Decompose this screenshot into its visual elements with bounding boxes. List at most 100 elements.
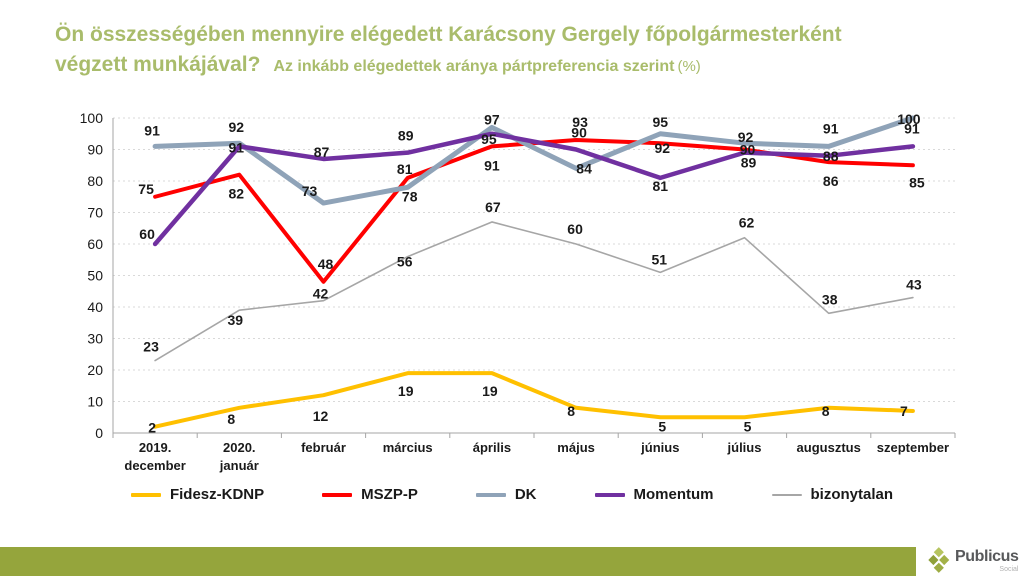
data-label-DK: 73 [302, 183, 318, 199]
legend-dash-icon [475, 492, 506, 497]
data-label-DK: 84 [576, 160, 592, 176]
legend-item-Momentum: Momentum [594, 486, 714, 503]
title-line2: végzett munkájával? [55, 52, 261, 76]
y-axis-tick-label: 20 [87, 362, 103, 378]
data-label-MSZP-P: 91 [484, 157, 500, 173]
data-label-bizonytalan: 42 [313, 286, 329, 302]
data-label-Momentum: 90 [571, 125, 587, 141]
x-axis-category-label: április [473, 440, 511, 455]
y-axis-tick-label: 100 [80, 110, 104, 126]
data-label-DK: 78 [402, 188, 418, 204]
chart-question-title: Ön összességében mennyire elégedett Kará… [55, 20, 985, 80]
data-label-DK: 92 [229, 119, 245, 135]
x-axis-category-label: július [727, 440, 762, 455]
brand-text: Publicus Social [955, 548, 1019, 573]
series-line-Fidesz-KDNP [153, 371, 915, 429]
footer-bar [0, 547, 916, 576]
legend-dash-icon [771, 493, 802, 496]
data-label-DK: 95 [653, 114, 669, 130]
x-axis-category-label: 2020. [223, 440, 256, 455]
legend-label: MSZP-P [361, 486, 418, 503]
data-label-Fidesz-KDNP: 2 [148, 420, 156, 436]
data-label-DK: 97 [484, 111, 500, 127]
data-label-bizonytalan: 43 [906, 277, 922, 293]
data-label-Momentum: 89 [398, 128, 414, 144]
data-label-MSZP-P: 82 [229, 186, 245, 202]
legend-dash-icon [130, 492, 161, 497]
y-axis-tick-label: 90 [87, 142, 103, 158]
data-label-Fidesz-KDNP: 8 [822, 403, 830, 419]
y-axis-tick-label: 60 [87, 236, 103, 252]
data-label-bizonytalan: 67 [485, 199, 501, 215]
chart-subtitle: Az inkább elégedettek aránya pártprefere… [273, 57, 675, 75]
y-axis-tick-label: 70 [87, 205, 103, 221]
data-label-Fidesz-KDNP: 5 [658, 418, 666, 434]
brand-subname: Social [999, 565, 1019, 573]
title-line1: Ön összességében mennyire elégedett Kará… [55, 23, 842, 46]
data-label-bizonytalan: 51 [652, 251, 668, 267]
legend-item-MSZP-P: MSZP-P [322, 486, 418, 503]
y-axis-tick-label: 10 [87, 394, 103, 410]
y-axis-tick-label: 0 [95, 425, 103, 441]
y-axis-tick-label: 80 [87, 173, 103, 189]
series-line-DK [152, 115, 916, 206]
x-axis-category-label: szeptember [877, 440, 949, 455]
x-axis-category-label: március [383, 440, 433, 455]
data-label-MSZP-P: 90 [740, 142, 756, 158]
data-label-bizonytalan: 38 [822, 291, 838, 307]
legend-dash-icon [594, 492, 625, 497]
data-label-MSZP-P: 85 [909, 174, 925, 190]
data-label-DK: 100 [897, 111, 921, 127]
data-label-MSZP-P: 81 [397, 161, 413, 177]
x-axis-category-label: augusztus [797, 440, 861, 455]
data-label-bizonytalan: 62 [739, 215, 755, 231]
series-line-Momentum [152, 131, 916, 247]
data-label-Fidesz-KDNP: 19 [398, 383, 414, 399]
data-label-bizonytalan: 39 [228, 312, 244, 328]
data-label-Momentum: 81 [653, 178, 669, 194]
data-label-Momentum: 87 [314, 144, 330, 160]
publicus-diamond-icon [928, 547, 950, 573]
y-axis-tick-label: 30 [87, 331, 103, 347]
x-axis-category-label: május [557, 440, 595, 455]
legend-label: Momentum [633, 486, 714, 503]
legend-label: DK [514, 486, 537, 503]
data-label-MSZP-P: 75 [138, 181, 154, 197]
data-label-Momentum: 60 [139, 226, 155, 242]
y-axis-tick-label: 50 [87, 268, 103, 284]
legend-item-Fidesz-KDNP: Fidesz-KDNP [130, 486, 265, 503]
chart-legend: Fidesz-KDNP MSZP-P DK Momentum bizonytalan [0, 486, 1024, 503]
x-axis-category-label: január [219, 458, 259, 473]
data-label-DK: 91 [823, 120, 839, 136]
data-label-Fidesz-KDNP: 8 [567, 403, 575, 419]
data-label-MSZP-P: 92 [655, 140, 671, 156]
series-line-bizonytalan [154, 221, 914, 362]
legend-label: Fidesz-KDNP [169, 486, 265, 503]
x-axis-category-label: 2019. [139, 440, 172, 455]
legend-item-bizonytalan: bizonytalan [771, 486, 894, 503]
data-label-Momentum: 91 [904, 120, 920, 136]
data-label-Momentum: 89 [741, 155, 757, 171]
data-label-Fidesz-KDNP: 5 [744, 418, 752, 434]
data-label-Fidesz-KDNP: 8 [227, 411, 235, 427]
y-axis-tick-label: 40 [87, 299, 103, 315]
data-label-MSZP-P: 86 [823, 173, 839, 189]
publicus-logo: Publicus Social [928, 545, 1024, 576]
data-label-Momentum: 91 [229, 139, 245, 155]
data-label-bizonytalan: 23 [143, 339, 159, 355]
data-label-MSZP-P: 48 [318, 256, 334, 272]
x-axis-category-label: december [124, 458, 185, 473]
data-label-Fidesz-KDNP: 12 [313, 408, 329, 424]
legend-label: bizonytalan [810, 486, 894, 503]
data-label-Fidesz-KDNP: 7 [900, 403, 908, 419]
legend-item-DK: DK [475, 486, 537, 503]
x-axis-category-label: február [301, 440, 346, 455]
data-label-Momentum: 88 [823, 148, 839, 164]
data-label-MSZP-P: 93 [572, 114, 588, 130]
data-label-DK: 92 [738, 129, 754, 145]
data-label-Fidesz-KDNP: 19 [482, 383, 498, 399]
data-label-Momentum: 95 [481, 131, 497, 147]
data-label-DK: 91 [144, 122, 160, 138]
